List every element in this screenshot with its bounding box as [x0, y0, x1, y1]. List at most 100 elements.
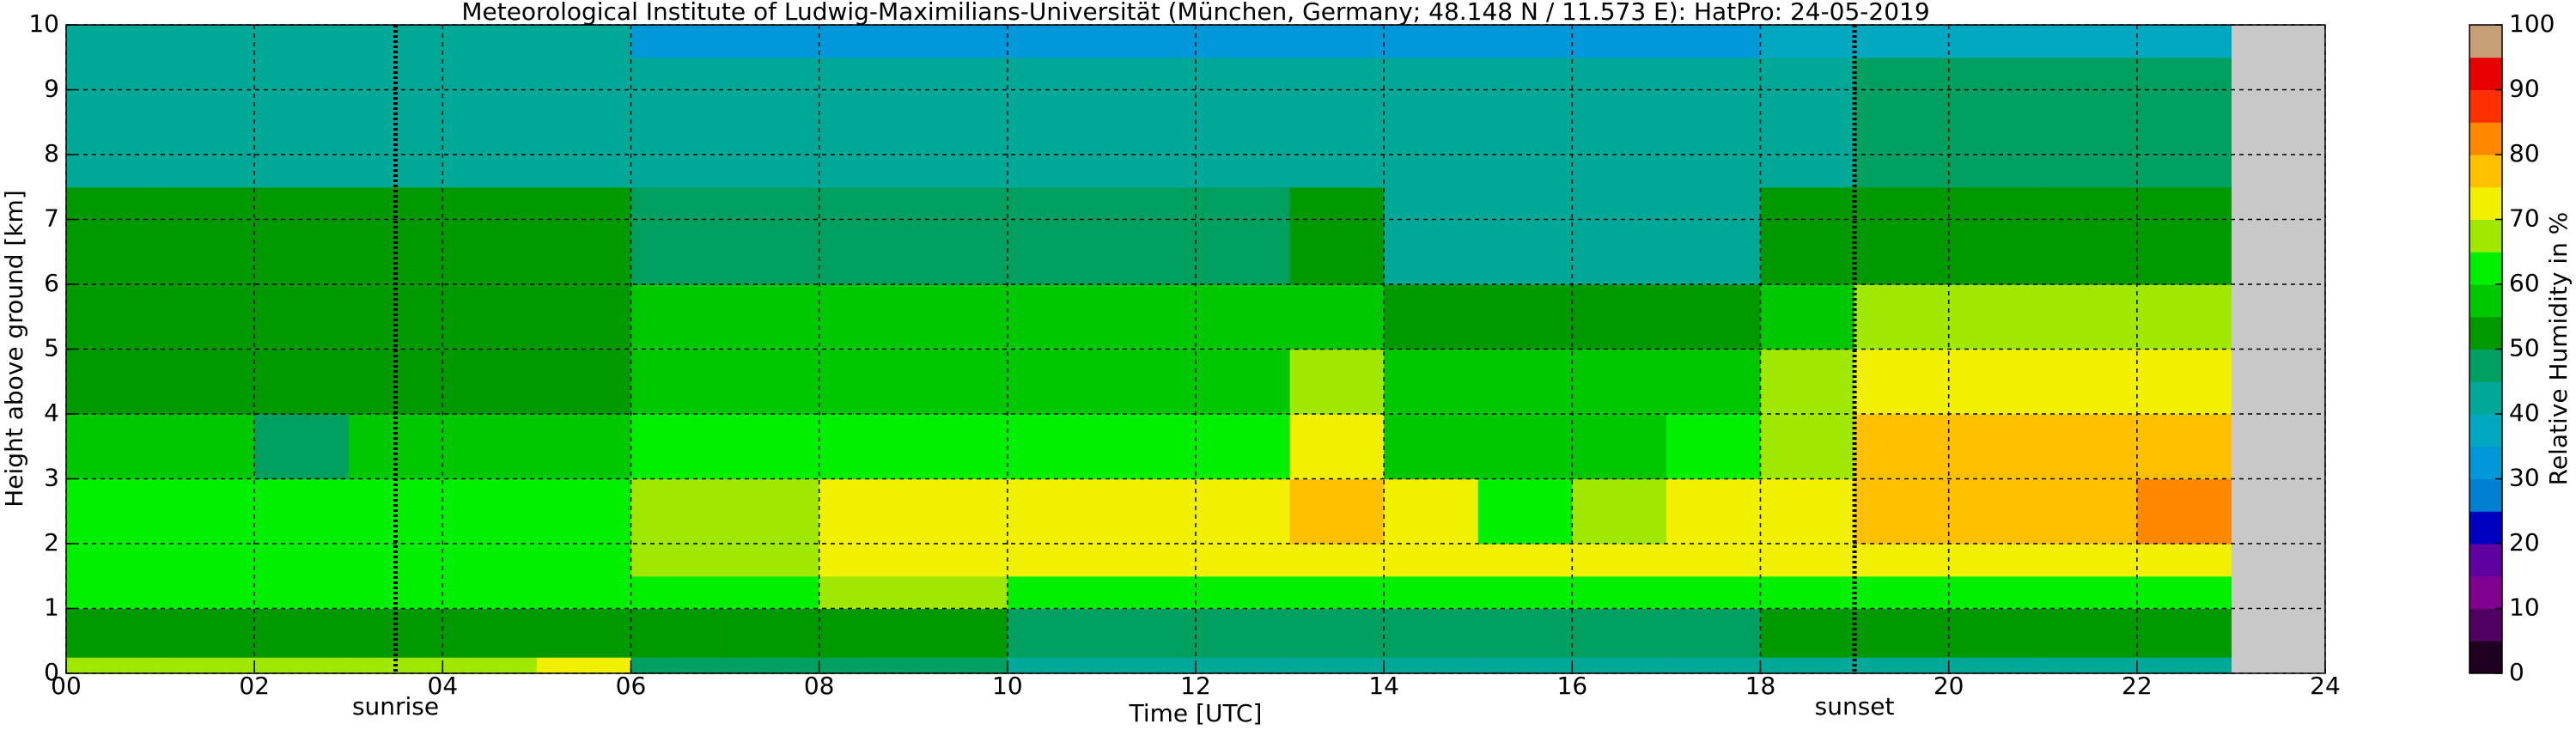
heatmap-cell [1948, 414, 2043, 480]
heatmap-cell [1101, 544, 1197, 577]
colorbar-tick-label: 70 [2509, 204, 2540, 233]
heatmap-cell [1572, 544, 1667, 577]
heatmap-cell [66, 414, 161, 480]
heatmap-cell [1196, 414, 1291, 480]
heatmap-cell [630, 25, 726, 58]
heatmap-cell [536, 657, 632, 674]
heatmap-cell [913, 25, 1008, 58]
heatmap-cell [1101, 186, 1197, 285]
heatmap-cell [1572, 349, 1667, 415]
x-tick-label: 14 [1368, 672, 1399, 700]
heatmap-cell [2136, 657, 2232, 674]
heatmap-cell [254, 657, 350, 674]
colorbar-tick-label: 80 [2509, 139, 2540, 167]
heatmap-cell [1196, 57, 1291, 188]
heatmap-cell [66, 57, 161, 188]
heatmap-cell [1572, 657, 1667, 674]
heatmap-cell [1007, 25, 1103, 58]
heatmap-cell [442, 25, 538, 58]
heatmap-cell [1289, 478, 1385, 544]
heatmap-cell [1289, 186, 1385, 285]
colorbar-tick-label: 60 [2509, 269, 2540, 297]
colorbar-tick-label: 100 [2509, 9, 2555, 38]
y-tick-label: 10 [28, 9, 59, 38]
heatmap-cell [1760, 25, 1855, 58]
heatmap-cell [66, 575, 161, 610]
heatmap-cell [1572, 608, 1667, 658]
y-tick-label: 5 [44, 334, 59, 362]
heatmap-cell [66, 284, 161, 350]
heatmap-cell [819, 186, 914, 285]
heatmap-cell [160, 414, 255, 480]
colorbar-tick-label: 10 [2509, 593, 2540, 622]
heatmap-cell [66, 186, 161, 285]
heatmap-cell [1101, 608, 1197, 658]
colorbar-segment [2469, 575, 2502, 609]
heatmap-cell [913, 544, 1008, 577]
chart-title: Meteorological Institute of Ludwig-Maxim… [461, 0, 1929, 26]
heatmap-cell [630, 608, 726, 658]
heatmap-cell [819, 284, 914, 350]
colorbar-segment [2469, 89, 2502, 123]
heatmap-cell [1477, 657, 1573, 674]
heatmap-cell [1572, 284, 1667, 350]
heatmap-cell [1101, 25, 1197, 58]
colorbar-segment [2469, 511, 2502, 544]
heatmap-cell [2136, 57, 2232, 188]
heatmap-cell [630, 284, 726, 350]
heatmap-cell [536, 414, 632, 480]
heatmap-cell [1948, 478, 2043, 544]
heatmap-cell [1007, 575, 1103, 610]
heatmap-cell [819, 349, 914, 415]
heatmap-cell [1007, 349, 1103, 415]
heatmap-cell [1572, 186, 1667, 285]
heatmap-cell [254, 414, 350, 480]
heatmap-cell [1760, 57, 1855, 188]
heatmap-cell [1477, 57, 1573, 188]
heatmap-cell [630, 478, 726, 544]
heatmap-cell [254, 608, 350, 658]
heatmap-cell [1477, 608, 1573, 658]
heatmap-cell [1196, 25, 1291, 58]
heatmap-cell [1854, 608, 1950, 658]
colorbar-segment [2469, 284, 2502, 318]
heatmap-cell [1666, 608, 1762, 658]
heatmap-cell [1948, 284, 2043, 350]
heatmap-cell [160, 57, 255, 188]
heatmap-cell [1666, 657, 1762, 674]
heatmap-cell [254, 544, 350, 577]
heatmap-cell [1477, 478, 1573, 544]
heatmap-cell [536, 478, 632, 544]
heatmap-cell [725, 575, 820, 610]
heatmap-cell [1289, 414, 1385, 480]
heatmap-cell [1384, 349, 1479, 415]
heatmap-cell [1666, 186, 1762, 285]
heatmap-cell [1760, 186, 1855, 285]
heatmap-cell [1477, 544, 1573, 577]
heatmap-cell [1760, 657, 1855, 674]
x-tick-label: 12 [1180, 672, 1211, 700]
heatmap-cell [160, 478, 255, 544]
heatmap-cell [1477, 414, 1573, 480]
heatmap-cell [819, 414, 914, 480]
heatmap-cell [913, 575, 1008, 610]
heatmap-cell [160, 544, 255, 577]
heatmap-cell [1854, 349, 1950, 415]
heatmap-cell [1384, 544, 1479, 577]
heatmap-cell [1384, 478, 1479, 544]
heatmap-cell [1854, 478, 1950, 544]
heatmap-cell [630, 544, 726, 577]
heatmap-cell [1384, 575, 1479, 610]
heatmap-cell [536, 25, 632, 58]
heatmap-cell [2136, 575, 2232, 610]
colorbar-segment [2469, 381, 2502, 415]
heatmap-cell [1948, 57, 2043, 188]
heatmap-cell [725, 284, 820, 350]
heatmap-cell [1948, 349, 2043, 415]
heatmap-cell [254, 57, 350, 188]
colorbar-tick-label: 40 [2509, 398, 2540, 427]
heatmap-cell [66, 478, 161, 544]
heatmap-cell [2043, 25, 2138, 58]
colorbar-segment [2469, 414, 2502, 447]
heatmap-cell [66, 608, 161, 658]
